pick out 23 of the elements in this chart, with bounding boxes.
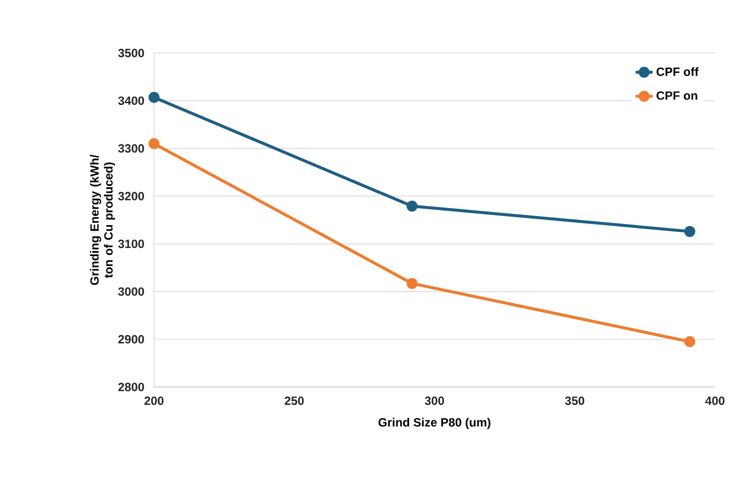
y-tick-label: 2900	[118, 335, 144, 344]
x-tick-label: 250	[284, 396, 304, 405]
y-tick-label: 3300	[118, 144, 144, 153]
legend-label: CPF on	[656, 91, 698, 100]
legend-label: CPF off	[656, 67, 699, 76]
point	[406, 200, 418, 212]
point	[684, 336, 696, 348]
point	[406, 278, 418, 289]
y-tick-label: 3200	[118, 192, 144, 200]
x-tick-label: 200	[144, 396, 164, 405]
point	[684, 226, 696, 237]
y-tick-label: 3100	[118, 240, 144, 248]
y-tick-label: 2800	[118, 382, 144, 392]
x-axis-title: Grind Size P80 (um)	[378, 418, 490, 429]
x-tick-label: 300	[424, 396, 444, 405]
x-tick-label: 350	[565, 396, 584, 405]
y-tick-label: 3400	[118, 96, 144, 105]
x-tick-label: 400	[705, 396, 724, 405]
y-axis-title: Grinding Energy (kWh/ ton of Cu produced)	[90, 154, 116, 285]
point	[148, 138, 160, 150]
y-tick-label: 3500	[118, 48, 144, 58]
y-tick-label: 3000	[118, 287, 144, 296]
point	[148, 92, 160, 103]
